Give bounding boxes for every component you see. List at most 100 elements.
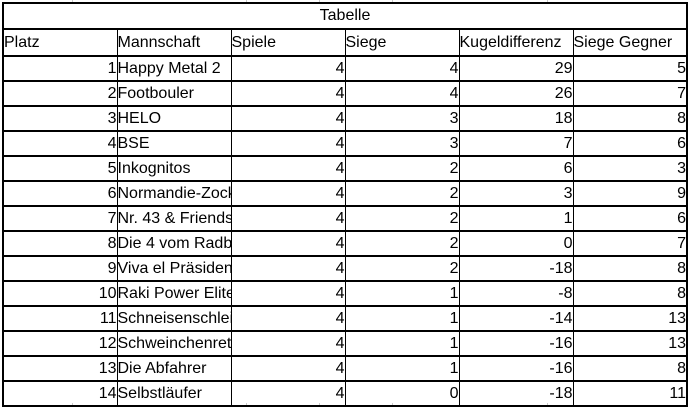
cell-mannschaft[interactable]: HELO (116, 105, 232, 132)
cell-value[interactable]: 3 (572, 155, 688, 182)
cell-value[interactable]: 2 (344, 255, 460, 282)
cell-value[interactable]: 4 (230, 80, 346, 107)
cell-value[interactable]: 3 (344, 105, 460, 132)
cell-value[interactable]: -14 (458, 305, 574, 332)
cell-value[interactable]: -16 (458, 330, 574, 357)
cell-value[interactable]: 4 (230, 380, 346, 407)
cell-value[interactable]: 8 (572, 355, 688, 382)
cell-value[interactable]: 4 (230, 180, 346, 207)
cell-value[interactable]: 8 (2, 230, 118, 257)
table-row: 10 Raki Power Elite 4 1 -8 8 (2, 280, 688, 307)
cell-value[interactable]: 29 (458, 55, 574, 82)
cell-value[interactable]: 1 (458, 205, 574, 232)
cell-value[interactable]: 0 (344, 380, 460, 407)
cell-value[interactable]: 6 (2, 180, 118, 207)
cell-value[interactable]: 3 (344, 130, 460, 157)
cell-value[interactable]: 7 (458, 130, 574, 157)
cell-value[interactable]: 4 (230, 330, 346, 357)
cell-value[interactable]: 11 (2, 305, 118, 332)
cell-value[interactable]: 1 (2, 55, 118, 82)
cell-value[interactable]: 4 (230, 230, 346, 257)
cell-value[interactable]: 9 (572, 180, 688, 207)
cell-value[interactable]: -18 (458, 380, 574, 407)
cell-value[interactable]: 4 (230, 280, 346, 307)
table-title[interactable]: Tabelle (2, 2, 688, 30)
cell-value[interactable]: 4 (344, 55, 460, 82)
cell-value[interactable]: 1 (344, 305, 460, 332)
column-header[interactable]: Mannschaft (116, 28, 232, 57)
cell-value[interactable]: 11 (572, 380, 688, 407)
cell-value[interactable]: 7 (572, 80, 688, 107)
table-row: 14 Selbstläufer 4 0 -18 11 (2, 380, 688, 407)
cell-value[interactable]: 8 (572, 280, 688, 307)
cell-value[interactable]: -18 (458, 255, 574, 282)
cell-value[interactable]: 4 (230, 105, 346, 132)
cell-value[interactable]: 13 (572, 305, 688, 332)
cell-value[interactable]: -16 (458, 355, 574, 382)
cell-value[interactable]: 0 (458, 230, 574, 257)
cell-mannschaft[interactable]: Footbouler (116, 80, 232, 107)
cell-mannschaft[interactable]: Schneisenschleicher (116, 305, 232, 332)
cell-value[interactable]: -8 (458, 280, 574, 307)
cell-value[interactable]: 8 (572, 105, 688, 132)
cell-value[interactable]: 12 (2, 330, 118, 357)
table-row: 4 BSE 4 3 7 6 (2, 130, 688, 157)
cell-value[interactable]: 26 (458, 80, 574, 107)
table-row: 5 Inkognitos 4 2 6 3 (2, 155, 688, 182)
cell-value[interactable]: 5 (2, 155, 118, 182)
cell-value[interactable]: 5 (572, 55, 688, 82)
cell-value[interactable]: 8 (572, 255, 688, 282)
cell-value[interactable]: 4 (230, 55, 346, 82)
column-header[interactable]: Spiele (230, 28, 346, 57)
gridline-tick (319, 0, 320, 2)
cell-mannschaft[interactable]: Die 4 vom Radbach (116, 230, 232, 257)
cell-mannschaft[interactable]: Happy Metal 2 (116, 55, 232, 82)
cell-value[interactable]: 1 (344, 355, 460, 382)
cell-value[interactable]: 6 (458, 155, 574, 182)
cell-value[interactable]: 3 (2, 105, 118, 132)
cell-value[interactable]: 1 (344, 330, 460, 357)
cell-value[interactable]: 2 (344, 155, 460, 182)
cell-value[interactable]: 4 (230, 155, 346, 182)
cell-mannschaft[interactable]: Normandie-Zocker (116, 180, 232, 207)
cell-value[interactable]: 18 (458, 105, 574, 132)
title-row: Tabelle (2, 2, 688, 30)
cell-value[interactable]: 4 (230, 355, 346, 382)
cell-mannschaft[interactable]: Viva el Präsidente (116, 255, 232, 282)
cell-mannschaft[interactable]: Raki Power Elite (116, 280, 232, 307)
cell-value[interactable]: 4 (344, 80, 460, 107)
column-header[interactable]: Platz (2, 28, 118, 57)
column-header[interactable]: Siege Gegner (572, 28, 688, 57)
cell-mannschaft[interactable]: Schweinchenretter (116, 330, 232, 357)
cell-value[interactable]: 9 (2, 255, 118, 282)
cell-mannschaft[interactable]: Nr. 43 & Friends (116, 205, 232, 232)
cell-value[interactable]: 2 (2, 80, 118, 107)
cell-value[interactable]: 2 (344, 180, 460, 207)
cell-value[interactable]: 3 (458, 180, 574, 207)
cell-value[interactable]: 2 (344, 230, 460, 257)
cell-value[interactable]: 4 (230, 130, 346, 157)
gridline-tick (72, 0, 73, 2)
cell-value[interactable]: 6 (572, 205, 688, 232)
cell-value[interactable]: 4 (230, 305, 346, 332)
cell-value[interactable]: 2 (344, 205, 460, 232)
cell-value[interactable]: 13 (2, 355, 118, 382)
cell-value[interactable]: 4 (230, 205, 346, 232)
cell-mannschaft[interactable]: BSE (116, 130, 232, 157)
cell-value[interactable]: 13 (572, 330, 688, 357)
cell-mannschaft[interactable]: Die Abfahrer (116, 355, 232, 382)
cell-value[interactable]: 4 (230, 255, 346, 282)
column-header[interactable]: Kugeldifferenz (458, 28, 574, 57)
cell-value[interactable]: 6 (572, 130, 688, 157)
cell-value[interactable]: 7 (572, 230, 688, 257)
column-header[interactable]: Siege (344, 28, 460, 57)
cell-value[interactable]: 7 (2, 205, 118, 232)
cell-value[interactable]: 1 (344, 280, 460, 307)
cell-value[interactable]: 10 (2, 280, 118, 307)
cell-value[interactable]: 14 (2, 380, 118, 407)
cell-mannschaft[interactable]: Inkognitos (116, 155, 232, 182)
cell-value[interactable]: 4 (2, 130, 118, 157)
cell-mannschaft[interactable]: Selbstläufer (116, 380, 232, 407)
